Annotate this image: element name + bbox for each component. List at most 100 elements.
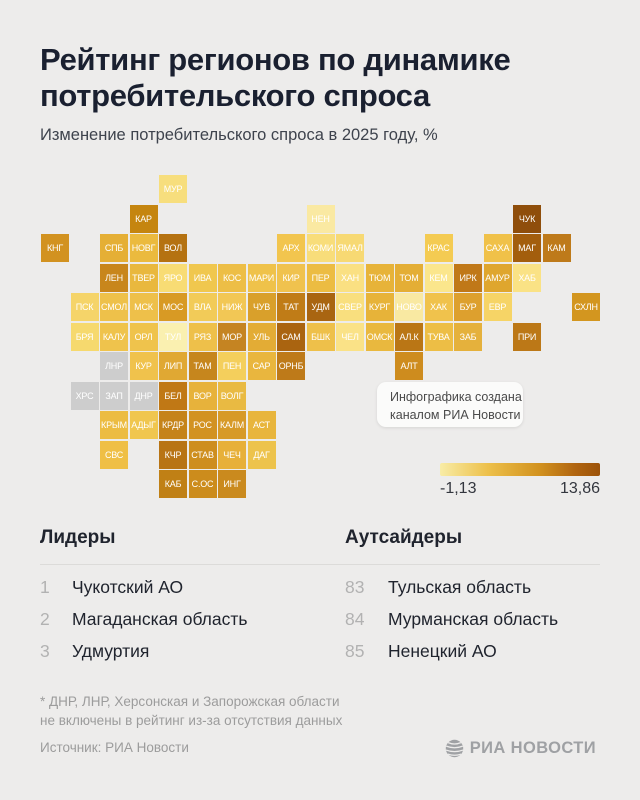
region-name: Чукотский АО [72,577,184,597]
region-tile: ЛИП [159,352,187,380]
region-tile: АЛ.К [395,322,423,351]
credit-tooltip-line2: каналом РИА Новости [390,408,521,423]
footnote: * ДНР, ЛНР, Херсонская и Запорожская обл… [40,692,342,730]
region-tile: КАБ [159,470,187,498]
globe-icon [445,739,463,758]
region-tile: НИЖ [218,293,246,321]
region-tile: КАЛУ [100,322,128,351]
region-tile: ТВЕР [129,263,158,292]
region-tile: ХАБ [513,263,541,292]
region-tile: КАР [129,204,158,233]
region-tile: ТАМ [188,352,217,380]
region-tile: НЕН [306,204,335,233]
region-tile: МСК [129,293,158,321]
region-tile: ЧУВ [247,293,276,321]
region-tile: ТЮМ [365,263,394,292]
credit-tooltip-line1: Инфографика создана [390,390,522,404]
legend-gradient-bar [440,463,600,476]
region-tile: КЧР [159,440,187,469]
region-name: Магаданская область [72,609,248,629]
region-tile: ХРС [70,381,99,410]
region-tile: ПЕН [218,352,246,380]
region-tile: КУРГ [365,293,394,321]
page-subtitle: Изменение потребительского спроса в 2025… [40,126,438,144]
region-tile: ТУВА [424,322,453,351]
legend-labels: -1,13 13,86 [440,480,600,498]
region-tile: ОМСК [365,322,394,351]
color-legend: -1,13 13,86 [440,463,600,498]
rank-number: 1 [40,577,50,597]
outsiders-heading: Аутсайдеры [345,527,463,548]
region-tile: ИНГ [218,470,246,498]
region-tile: ВОР [188,381,217,410]
region-tile: АЛТ [395,352,423,380]
credit-tooltip: Инфографика создана каналом РИА Новости [377,382,523,427]
region-tile: КОС [218,263,246,292]
region-tile: ВОЛ [159,234,187,262]
region-tile: ЛЕН [100,263,128,292]
region-tile: МОР [218,322,246,351]
list-item: 1 Чукотский АО [40,577,248,598]
region-tile: ЯРО [159,263,187,292]
region-tile: КНГ [41,234,69,262]
section-divider [40,564,600,565]
region-tile: КРАС [424,234,453,262]
region-tile: АДЫГ [129,411,158,439]
region-tile: ХАН [336,263,364,292]
region-tile: САР [247,352,276,380]
region-tile: МАРИ [247,263,276,292]
rank-number: 84 [345,609,365,629]
source-label: Источник: РИА Новости [40,740,189,755]
region-tile: СВЕР [336,293,364,321]
region-tile: ДАГ [247,440,276,469]
region-tile: КРДР [159,411,187,439]
region-tile: ДНР [129,381,158,410]
leaders-list: 1 Чукотский АО 2 Магаданская область 3 У… [40,577,248,662]
region-tile: ТОМ [395,263,423,292]
region-tile: АСТ [247,411,276,439]
region-tile: КОМИ [306,234,335,262]
region-name: Тульская область [388,577,532,597]
footnote-line2: не включены в рейтинг из-за отсутствия д… [40,713,343,729]
region-tile: КАЛМ [218,411,246,439]
region-tile: ЕВР [483,293,512,321]
region-tile: ЯМАЛ [336,234,364,262]
region-tile: ОРНБ [277,352,305,380]
region-tile: МАГ [513,234,541,262]
region-tile: РОС [188,411,217,439]
region-tile: САМ [277,322,305,351]
region-tile: ЧЕЛ [336,322,364,351]
region-tile: АРХ [277,234,305,262]
region-tile: УЛЬ [247,322,276,351]
region-tile: ВЛА [188,293,217,321]
region-tile: РЯЗ [188,322,217,351]
region-tile: СХЛН [572,293,600,321]
footnote-line1: * ДНР, ЛНР, Херсонская и Запорожская обл… [40,694,340,709]
region-tile: ВОЛГ [218,381,246,410]
list-item: 84 Мурманская область [345,609,558,630]
region-tile: КРЫМ [100,411,128,439]
region-tile-map: МУР КАР НЕН ЧУК КНГ СПБ НОВГ ВОЛ АРХ КОМИ ЯМАЛ КРАС… [41,175,600,498]
region-tile: ПСК [70,293,99,321]
region-tile: МУР [159,175,187,203]
region-tile: СТАВ [188,440,217,469]
region-tile: КУР [129,352,158,380]
region-tile: БШК [306,322,335,351]
region-name: Ненецкий АО [388,641,497,661]
region-tile: ТАТ [277,293,305,321]
region-tile: ЗАП [100,381,128,410]
region-tile: ПЕР [306,263,335,292]
region-name: Удмуртия [72,641,150,661]
region-tile: ИРК [454,263,482,292]
region-tile: МОС [159,293,187,321]
region-tile: КЕМ [424,263,453,292]
rank-number: 83 [345,577,365,597]
region-tile: НОВО [395,293,423,321]
region-name: Мурманская область [388,609,559,629]
region-tile: УДМ [306,293,335,321]
region-tile: СВС [100,440,128,469]
rank-number: 85 [345,641,365,661]
legend-max-label: 13,86 [559,480,600,497]
region-tile: ЧЕЧ [218,440,246,469]
